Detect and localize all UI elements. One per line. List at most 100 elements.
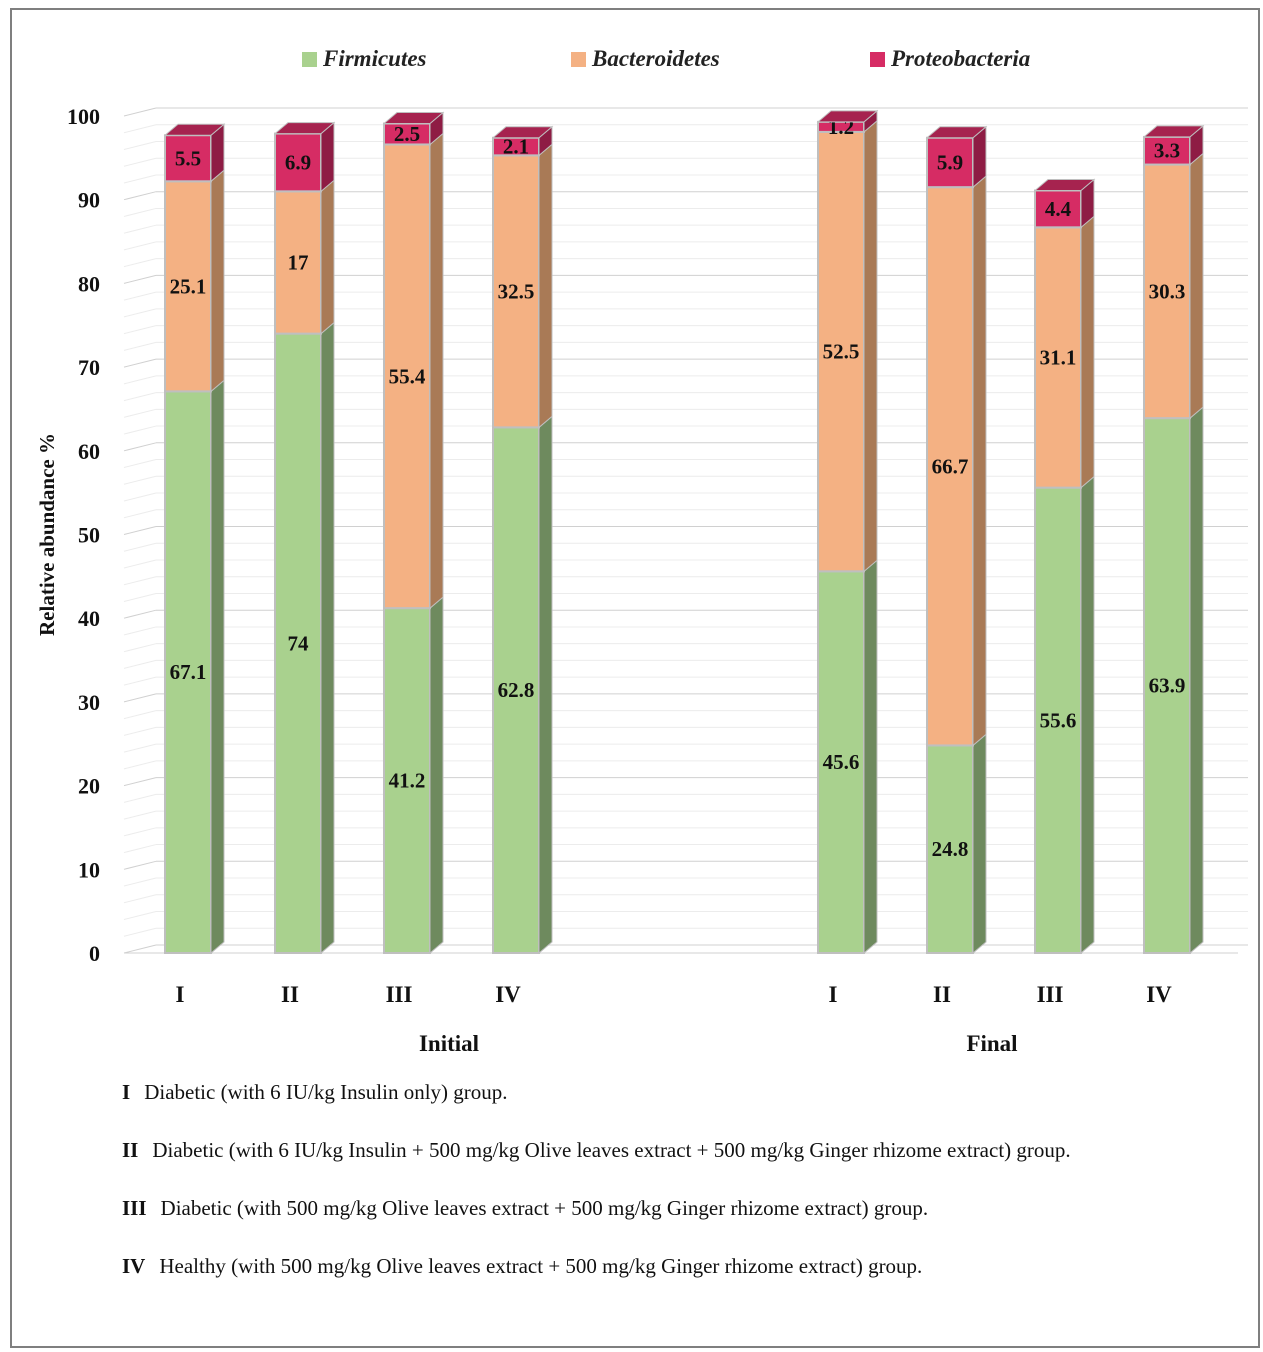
data-label-bacteroidetes: 30.3 — [1149, 279, 1186, 303]
y-tick-label: 90 — [78, 188, 100, 213]
data-label-bacteroidetes: 17 — [288, 250, 309, 274]
side-wall-gridline — [123, 475, 157, 485]
side-wall-gridline — [123, 592, 157, 602]
x-category-label: IV — [1146, 982, 1172, 1007]
side-wall-gridline — [123, 291, 157, 301]
bar-segment-bacteroidetes — [492, 154, 540, 429]
bar-side-firmicutes — [1080, 475, 1095, 955]
data-label-firmicutes: 41.2 — [389, 769, 426, 793]
bar-segment-firmicutes — [817, 570, 865, 954]
side-wall-gridline — [123, 760, 157, 770]
legend-label-proteobacteria: Proteobacteria — [891, 46, 1031, 71]
side-wall-gridline — [123, 241, 157, 251]
footnote-code: I — [122, 1080, 131, 1104]
side-wall-gridline — [123, 894, 157, 904]
legend-swatch-proteobacteria — [870, 51, 885, 67]
y-axis-title: Relative abundance % — [35, 433, 59, 636]
data-label-firmicutes: 55.6 — [1040, 708, 1077, 732]
footnote-code: IV — [122, 1254, 146, 1278]
side-wall-gridline — [123, 810, 157, 820]
side-wall-gridline — [123, 911, 157, 921]
data-label-firmicutes: 67.1 — [170, 660, 207, 684]
side-wall-gridline — [123, 726, 157, 736]
side-wall-gridline — [123, 576, 157, 586]
y-tick-label: 10 — [78, 857, 100, 882]
bar-segment-proteobacteria — [274, 132, 322, 193]
x-category-label: I — [829, 982, 838, 1007]
side-wall-gridline — [123, 659, 157, 669]
legend-item-proteobacteria: Proteobacteria — [870, 46, 1030, 72]
bar-side-firmicutes — [320, 321, 335, 955]
bar-segment-bacteroidetes — [1143, 163, 1191, 420]
side-wall-gridline — [123, 559, 157, 569]
side-wall-gridline — [123, 793, 157, 803]
bar-segment-bacteroidetes — [383, 143, 431, 610]
side-wall-gridline — [123, 191, 157, 201]
side-wall-gridline — [123, 844, 157, 854]
bar-segment-proteobacteria — [926, 136, 974, 189]
y-tick-label: 0 — [89, 941, 100, 966]
side-wall-gridline — [123, 358, 157, 368]
legend-swatch-firmicutes — [302, 51, 317, 67]
footnote-text: Diabetic (with 6 IU/kg Insulin only) gro… — [144, 1080, 508, 1104]
bar-side-firmicutes — [863, 559, 878, 955]
data-label-bacteroidetes: 25.1 — [170, 274, 207, 298]
bar-segment-bacteroidetes — [274, 190, 322, 335]
side-wall-gridline — [123, 927, 157, 937]
data-label-bacteroidetes: 55.4 — [389, 364, 426, 388]
footnote-group-2: II Diabetic (with 6 IU/kg Insulin + 500 m… — [122, 1136, 1232, 1165]
x-category-label: III — [386, 982, 413, 1007]
bar-top — [491, 126, 554, 139]
bar-side-bacteroidetes — [972, 175, 987, 747]
side-wall-gridline — [123, 526, 157, 535]
bar-side-firmicutes — [210, 379, 225, 955]
side-wall-gridline — [123, 442, 157, 452]
data-label-bacteroidetes: 66.7 — [932, 454, 969, 478]
side-wall-gridline — [123, 258, 157, 268]
bar-side-proteobacteria — [320, 121, 335, 193]
side-wall-gridline — [123, 676, 157, 686]
y-tick-label: 100 — [67, 104, 100, 129]
data-label-proteobacteria: 6.9 — [285, 150, 311, 174]
y-tick-label: 40 — [78, 606, 100, 631]
side-wall-gridline — [123, 743, 157, 753]
y-tick-label: 60 — [78, 439, 100, 464]
side-wall-gridline — [123, 408, 157, 418]
bar-segment-firmicutes — [164, 390, 212, 954]
group-footnotes: I Diabetic (with 6 IU/kg Insulin only) gr… — [122, 1078, 1232, 1310]
bar-side-bacteroidetes — [1189, 152, 1204, 420]
legend-swatch-bacteroidetes — [571, 51, 586, 67]
side-wall-gridline — [123, 542, 157, 552]
bar-segment-firmicutes — [1143, 417, 1191, 955]
bar-side-bacteroidetes — [210, 169, 225, 393]
x-group-label-initial: Initial — [419, 1031, 479, 1056]
side-wall-gridline — [123, 877, 157, 887]
x-category-label: IV — [495, 982, 521, 1007]
data-label-proteobacteria: 5.9 — [937, 150, 963, 174]
side-wall-gridline — [123, 124, 157, 134]
bar-segment-bacteroidetes — [164, 180, 212, 393]
bar-side-bacteroidetes — [863, 119, 878, 573]
bar-side-bacteroidetes — [1080, 215, 1095, 489]
footnote-group-1: I Diabetic (with 6 IU/kg Insulin only) gr… — [122, 1078, 1232, 1107]
bar-side-firmicutes — [429, 596, 444, 955]
side-wall-gridline — [123, 224, 157, 234]
bar-side-bacteroidetes — [538, 143, 553, 429]
data-label-proteobacteria: 3.3 — [1154, 139, 1180, 163]
bar-top — [1142, 125, 1205, 138]
stacked-bar-chart: 0 10 20 30 40 50 60 70 80 90 100 Relative abundance… — [35, 104, 1248, 1056]
x-category-label: III — [1037, 982, 1064, 1007]
data-label-firmicutes: 24.8 — [932, 837, 969, 861]
data-label-firmicutes: 63.9 — [1149, 674, 1186, 698]
footnote-group-3: III Diabetic (with 500 mg/kg Olive leaves… — [122, 1194, 1232, 1223]
x-category-label: II — [281, 982, 299, 1007]
side-wall-gridline — [123, 693, 157, 703]
legend-label-bacteroidetes: Bacteroidetes — [592, 46, 720, 71]
y-tick-label: 30 — [78, 690, 100, 715]
footnote-group-4: IV Healthy (with 500 mg/kg Olive leaves e… — [122, 1252, 1232, 1281]
bar-side-bacteroidetes — [429, 132, 444, 610]
side-wall-gridline — [123, 643, 157, 653]
side-wall-gridline — [123, 207, 157, 217]
bar-side-bacteroidetes — [320, 179, 335, 335]
y-tick-label: 80 — [78, 271, 100, 296]
